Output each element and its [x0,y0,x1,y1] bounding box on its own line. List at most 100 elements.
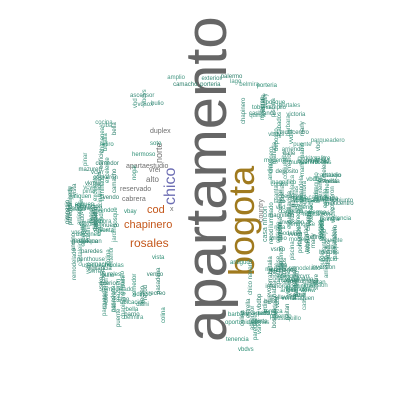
cloud-word: cabrera [308,195,329,202]
cloud-word: vbdbp [256,293,263,310]
cloud-word: multicentro [324,200,354,207]
cloud-word: dalhi [120,275,127,288]
cloud-word: vcyrr [91,170,104,177]
word-hermoso: hermoso [132,152,156,158]
cloud-word: palermo [269,314,292,321]
cloud-word: andino [267,162,274,181]
word-reservado: reservado [120,186,152,193]
cloud-word: vendo [102,194,120,201]
cloud-word: camacho [173,81,198,88]
cloud-word: recod [268,229,275,245]
cloud-word: gaitan [307,198,324,205]
cloud-word: pinar [83,153,90,167]
cloud-word: virrey [89,268,104,275]
word-nogal: nogal [132,165,138,180]
word-tenencia: tenencia [226,337,249,343]
word-balcones: balcones [76,232,101,238]
cloud-word: chapinero [241,97,248,124]
cloud-word: suba [99,123,113,130]
cloud-word: cookeron [93,175,118,181]
cloud-word: belmira [123,314,144,321]
cloud-word: edificio [99,150,106,170]
cloud-word: cedritos [281,194,303,201]
word-vrei: vrei [149,167,161,174]
cloud-word: calle [280,208,294,215]
cloud-word: marly [311,233,318,249]
cloud-word: recreo [140,286,147,304]
cloud-word: bella [264,298,277,305]
cloud-word: vbdga [272,298,279,315]
word-oportunidad: oportunidad [225,320,257,326]
cloud-word: magnifico [270,180,297,187]
cloud-word: lago [229,79,242,86]
cloud-word: oportunidad [283,284,316,291]
cloud-word: belmira [239,82,259,89]
cloud-word: pasadena [71,239,99,246]
cloud-word: excelente [92,175,99,202]
cloud-word: victoria [78,221,98,228]
cloud-word: vista [327,179,340,186]
cloud-word: bellavista [285,287,311,294]
cloud-word: usaquen [78,239,102,246]
word-alto: alto [146,175,159,184]
cloud-word: venta [281,295,297,302]
cloud-word: vendo [146,272,164,279]
cloud-word: parqueadero [310,137,345,144]
cloud-word: habitacion [74,203,103,210]
cloud-word: deposito [275,169,299,176]
cloud-word: terraza [263,309,283,316]
cloud-word: vcbr [324,245,336,252]
cloud-word: vvdm [288,129,295,144]
cloud-word: amplio [167,74,185,81]
cloud-word: usado [69,206,86,213]
cloud-word: andino [280,287,299,294]
cloud-word: lourdes [319,249,339,256]
cloud-word: toberin [251,105,271,111]
word-antiguo: antiguo [230,260,250,266]
cloud-word: comedor [95,160,119,167]
cloud-word: belmira [319,217,340,224]
cloud-word: vendo [97,208,114,215]
cloud-word: modelia [288,237,310,244]
cloud-word: inversion [303,282,328,289]
cloud-word: mazuren [78,166,102,173]
cloud-word: cookeron [330,186,337,212]
word-rosales: rosales [130,236,169,250]
cloud-word: dalhi [136,301,149,308]
cloud-word: bulio [150,101,164,108]
cloud-word: aliquen [72,194,92,201]
cloud-word: casblanca [248,110,276,117]
word-chico: chico [162,167,179,205]
cloud-word: colina [105,249,112,266]
cloud-word: camacho [86,262,112,269]
cloud-word: camacho [112,168,119,194]
cloud-word: alhambra [313,197,339,204]
cloud-word: lago [273,199,286,206]
cloud-word: colina [161,307,168,324]
cloud-word: vsrko [270,247,286,254]
word-cod: cod [147,204,165,216]
cloud-word: vqsox [137,102,154,109]
cloud-word: quinta [249,113,266,120]
word-laureles: laureles [100,272,122,278]
word-x: x [170,206,174,213]
cloud-word: arriendo [324,255,331,278]
cloud-word: nicolas [312,159,332,166]
cloud-word: cabrera [112,291,119,312]
cloud-word: nuevo [102,222,120,229]
word-soto: soto [150,141,162,147]
cloud-word: puente [293,142,312,149]
cloud-word: barbara [92,208,99,230]
cloud-word: porteria [256,83,277,90]
cloud-word: cedritos [297,155,319,162]
cloud-word: penthouse [76,256,105,263]
cloud-word: teusaquillo [272,315,301,322]
cloud-word: vcyrr [83,184,97,191]
cloud-word: victoria [286,111,306,118]
word-apartaestudio: apartaestudio [126,163,169,170]
cloud-word: teusaquillo [240,311,270,318]
cloud-word: modelia [277,231,299,238]
cloud-word: barrio [317,211,333,218]
cloud-word: galerias [248,320,270,327]
